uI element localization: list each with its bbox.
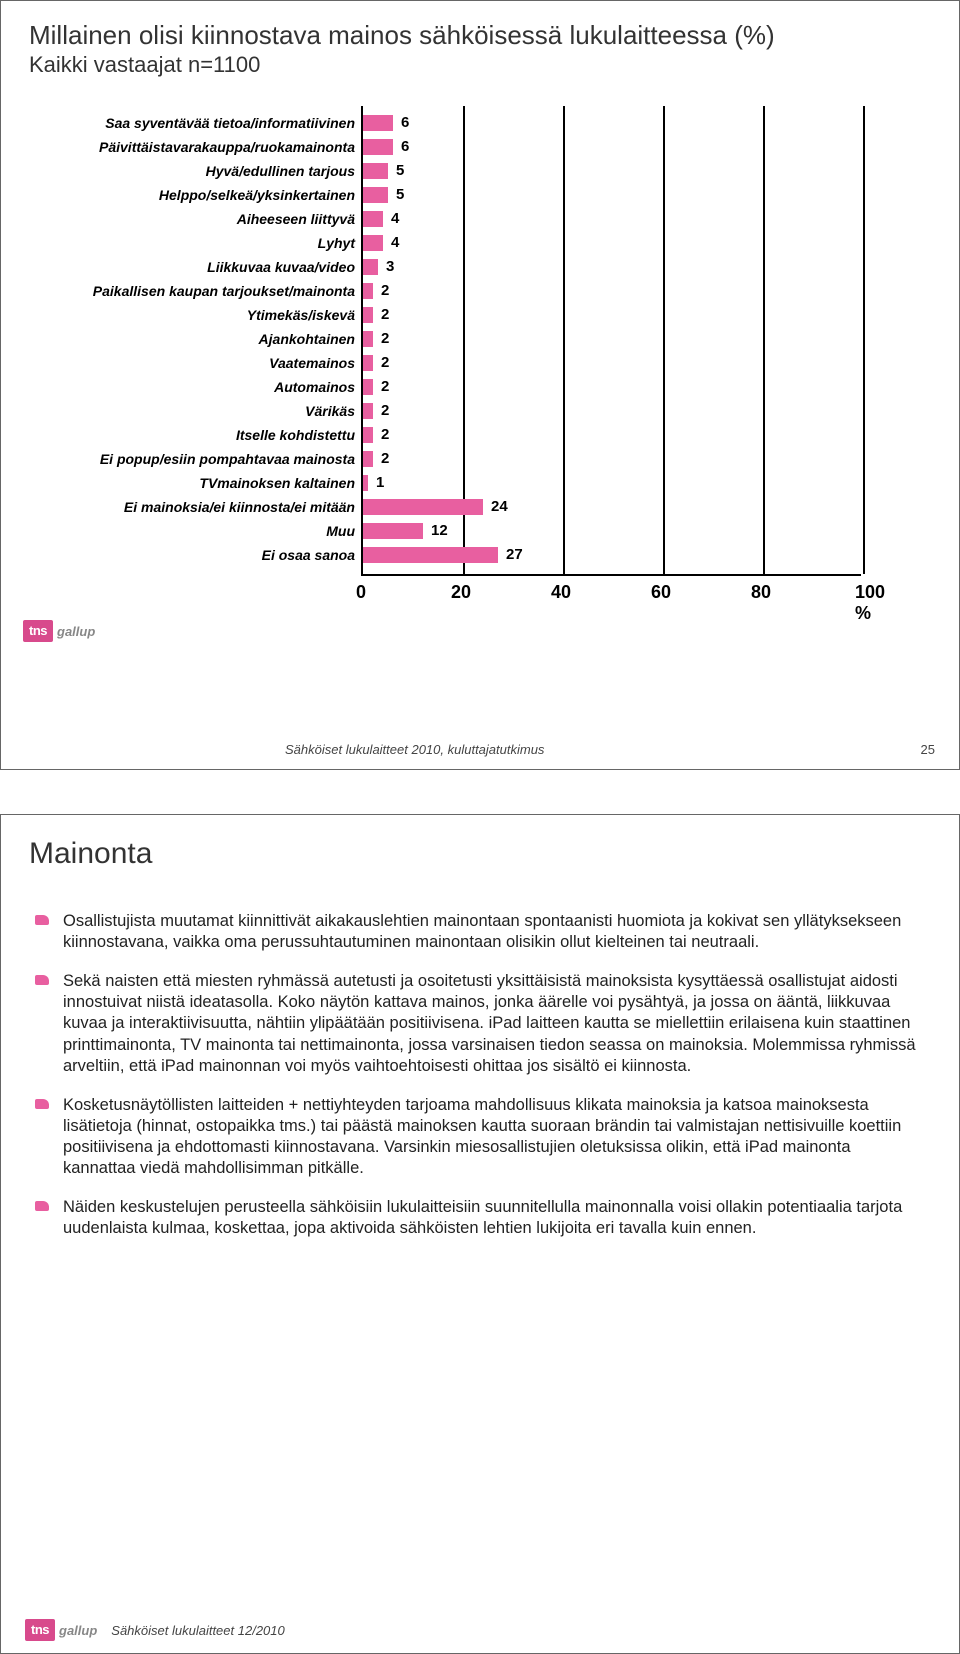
bullet-item: Osallistujista muutamat kiinnittivät aik… xyxy=(35,911,925,953)
chart-bar xyxy=(363,259,378,275)
tns-logo-text: gallup xyxy=(57,624,95,639)
chart-bar xyxy=(363,451,373,467)
chart-bar xyxy=(363,475,368,491)
chart-value-label: 6 xyxy=(401,112,409,134)
slide2-footer-text: Sähköiset lukulaitteet 12/2010 xyxy=(111,1623,284,1638)
chart-category-label: Ei popup/esiin pompahtavaa mainosta xyxy=(71,448,355,470)
bullet-icon xyxy=(35,1099,53,1111)
chart-value-label: 5 xyxy=(396,160,404,182)
bullet-icon xyxy=(35,1201,53,1213)
slide2-title: Mainonta xyxy=(29,837,931,871)
bullet-icon xyxy=(35,975,53,987)
chart-category-label: Itselle kohdistettu xyxy=(71,424,355,446)
chart-value-label: 2 xyxy=(381,280,389,302)
bar-chart: Saa syventävää tietoa/informatiivinenPäi… xyxy=(71,106,891,666)
chart-bar xyxy=(363,523,423,539)
chart-bar xyxy=(363,427,373,443)
slide2-footer: tns gallup Sähköiset lukulaitteet 12/201… xyxy=(25,1619,935,1641)
chart-value-label: 4 xyxy=(391,232,399,254)
chart-value-label: 1 xyxy=(376,472,384,494)
chart-category-label: Automainos xyxy=(71,376,355,398)
chart-value-label: 2 xyxy=(381,448,389,470)
chart-category-label: Hyvä/edullinen tarjous xyxy=(71,160,355,182)
chart-x-axis: 020406080100 % xyxy=(361,582,881,606)
chart-bar xyxy=(363,331,373,347)
chart-x-tick: 20 xyxy=(451,582,471,603)
tns-logo-mark: tns xyxy=(25,1619,55,1641)
chart-value-label: 4 xyxy=(391,208,399,230)
bullet-text: Osallistujista muutamat kiinnittivät aik… xyxy=(63,911,925,953)
chart-category-label: Paikallisen kaupan tarjoukset/mainonta xyxy=(71,280,355,302)
chart-category-label: Saa syventävää tietoa/informatiivinen xyxy=(71,112,355,134)
chart-value-label: 2 xyxy=(381,352,389,374)
chart-bar xyxy=(363,355,373,371)
chart-category-label: Ei mainoksia/ei kiinnosta/ei mitään xyxy=(71,496,355,518)
chart-value-label: 3 xyxy=(386,256,394,278)
chart-value-label: 12 xyxy=(431,520,448,542)
chart-category-label: Päivittäistavarakauppa/ruokamainonta xyxy=(71,136,355,158)
chart-value-label: 6 xyxy=(401,136,409,158)
chart-category-label: Muu xyxy=(71,520,355,542)
chart-category-label: Lyhyt xyxy=(71,232,355,254)
slide1-footer-text: Sähköiset lukulaitteet 2010, kuluttajatu… xyxy=(285,742,544,757)
chart-category-label: Ei osaa sanoa xyxy=(71,544,355,566)
chart-bar xyxy=(363,283,373,299)
slide-text: Mainonta Osallistujista muutamat kiinnit… xyxy=(0,814,960,1654)
slide1-footer: Sähköiset lukulaitteet 2010, kuluttajatu… xyxy=(25,742,935,757)
tns-logo-text: gallup xyxy=(59,1623,97,1638)
chart-value-label: 27 xyxy=(506,544,523,566)
chart-x-tick: 60 xyxy=(651,582,671,603)
chart-bar xyxy=(363,307,373,323)
chart-category-label: Värikäs xyxy=(71,400,355,422)
chart-value-label: 24 xyxy=(491,496,508,518)
chart-bar xyxy=(363,139,393,155)
chart-value-label: 2 xyxy=(381,328,389,350)
slide1-title: Millainen olisi kiinnostava mainos sähkö… xyxy=(29,19,931,52)
chart-value-label: 2 xyxy=(381,304,389,326)
chart-plot-area: 6655443222222221241227 xyxy=(361,106,861,576)
tns-logo-mark: tns xyxy=(23,620,53,642)
chart-category-label: Liikkuvaa kuvaa/video xyxy=(71,256,355,278)
chart-category-label: TVmainoksen kaltainen xyxy=(71,472,355,494)
bullet-item: Näiden keskustelujen perusteella sähköis… xyxy=(35,1197,925,1239)
chart-bar xyxy=(363,115,393,131)
tns-logo: tns gallup xyxy=(23,620,95,642)
bullet-item: Kosketusnäytöllisten laitteiden + nettiy… xyxy=(35,1095,925,1179)
chart-bar xyxy=(363,235,383,251)
chart-category-label: Aiheeseen liittyvä xyxy=(71,208,355,230)
bullet-text: Kosketusnäytöllisten laitteiden + nettiy… xyxy=(63,1095,925,1179)
slide-chart: Millainen olisi kiinnostava mainos sähkö… xyxy=(0,0,960,770)
chart-category-label: Ytimekäs/iskevä xyxy=(71,304,355,326)
chart-category-label: Vaatemainos xyxy=(71,352,355,374)
chart-value-label: 5 xyxy=(396,184,404,206)
chart-category-label: Ajankohtainen xyxy=(71,328,355,350)
chart-bar xyxy=(363,499,483,515)
chart-bar xyxy=(363,547,498,563)
chart-value-label: 2 xyxy=(381,400,389,422)
chart-bar xyxy=(363,211,383,227)
chart-x-tick: 100 % xyxy=(855,582,885,624)
chart-x-tick: 40 xyxy=(551,582,571,603)
slide1-page-number: 25 xyxy=(921,742,935,757)
chart-category-label: Helppo/selkeä/yksinkertainen xyxy=(71,184,355,206)
bullet-icon xyxy=(35,915,53,927)
bullet-item: Sekä naisten että miesten ryhmässä autet… xyxy=(35,971,925,1077)
chart-value-label: 2 xyxy=(381,376,389,398)
chart-value-label: 2 xyxy=(381,424,389,446)
chart-bar xyxy=(363,187,388,203)
tns-logo: tns gallup xyxy=(25,1619,97,1641)
chart-gridline xyxy=(863,106,865,574)
bullet-list: Osallistujista muutamat kiinnittivät aik… xyxy=(29,911,931,1239)
chart-bar xyxy=(363,163,388,179)
bullet-text: Näiden keskustelujen perusteella sähköis… xyxy=(63,1197,925,1239)
chart-x-tick: 80 xyxy=(751,582,771,603)
chart-bar xyxy=(363,379,373,395)
chart-x-tick: 0 xyxy=(356,582,366,603)
bullet-text: Sekä naisten että miesten ryhmässä autet… xyxy=(63,971,925,1077)
slide1-subtitle: Kaikki vastaajat n=1100 xyxy=(29,52,931,78)
chart-bar xyxy=(363,403,373,419)
